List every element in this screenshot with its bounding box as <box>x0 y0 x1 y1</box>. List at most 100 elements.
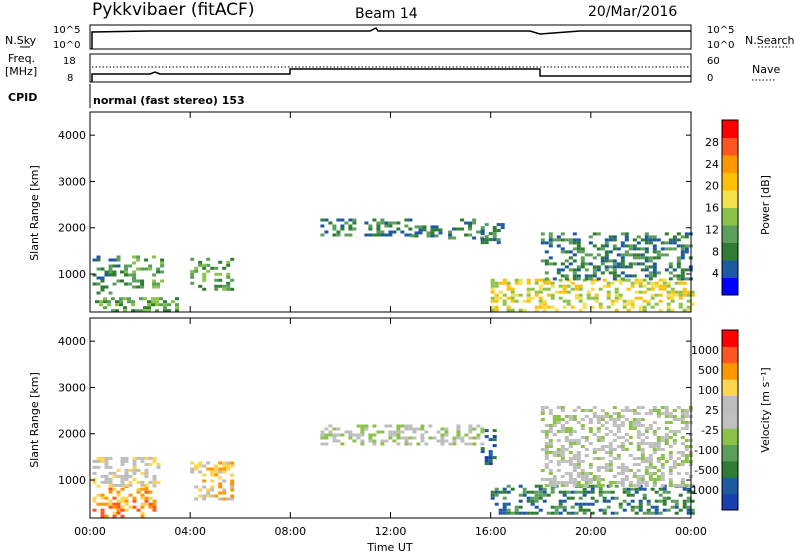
colorbar-swatch <box>722 260 738 278</box>
echo-cell <box>156 270 161 274</box>
echo-cell <box>538 487 543 491</box>
echo-cell <box>616 436 621 439</box>
echo-cell <box>602 490 607 494</box>
echo-cell <box>120 480 125 484</box>
echo-cell <box>682 293 687 297</box>
echo-cell <box>564 430 569 433</box>
echo-cell <box>650 487 655 491</box>
echo-cell <box>136 267 141 271</box>
echo-cell <box>652 481 657 484</box>
echo-cell <box>472 442 477 446</box>
echo-cell <box>582 305 587 309</box>
echo-cell <box>660 466 665 469</box>
echo-cell <box>604 238 609 242</box>
echo-cell <box>660 463 665 466</box>
echo-cell <box>684 457 689 460</box>
echo-cell <box>646 302 651 306</box>
echo-cell <box>408 424 413 428</box>
echo-cell <box>684 424 689 427</box>
echo-cell <box>600 262 605 266</box>
echo-cell <box>222 470 227 474</box>
echo-cell <box>440 439 445 443</box>
time-x-axis: 00:00 04:00 08:00 12:00 16:00 20:00 00:00 <box>74 112 707 538</box>
echo-cell <box>230 257 235 261</box>
echo-cell <box>632 238 637 242</box>
colorbar-tick-label: -25 <box>701 424 719 437</box>
echo-cell <box>612 406 617 409</box>
echo-cell <box>648 235 653 239</box>
echo-cell <box>650 505 655 509</box>
echo-cell <box>564 238 569 242</box>
echo-cell <box>538 484 543 488</box>
echo-cell <box>124 456 129 460</box>
echo-cell <box>418 231 423 235</box>
echo-cell <box>612 271 617 275</box>
echo-cell <box>190 470 195 474</box>
echo-cell <box>656 436 661 439</box>
echo-cell <box>368 224 373 228</box>
echo-cell <box>630 508 635 512</box>
echo-cell <box>380 218 385 222</box>
echo-cell <box>160 261 165 265</box>
freq-tick-top: 18 <box>63 56 76 67</box>
echo-cell <box>596 418 601 421</box>
echo-cell <box>644 469 649 472</box>
echo-cell <box>668 238 673 242</box>
echo-cell <box>96 276 101 280</box>
echo-cell <box>644 247 649 251</box>
echo-cell <box>218 461 223 465</box>
colorbar-swatch <box>722 242 738 261</box>
echo-cell <box>444 439 449 443</box>
echo-cell <box>226 272 231 276</box>
echo-cell <box>620 448 625 451</box>
echo-cell <box>568 262 573 266</box>
echo-cell <box>480 442 485 446</box>
echo-cell <box>628 469 633 472</box>
echo-cell <box>480 238 485 242</box>
echo-cell <box>634 281 639 285</box>
echo-cell <box>190 467 195 471</box>
echo-cell <box>616 418 621 421</box>
echo-cell <box>588 421 593 424</box>
echo-cell <box>480 447 485 451</box>
echo-cell <box>566 511 571 515</box>
echo-cell <box>554 505 559 509</box>
echo-cell <box>576 274 581 278</box>
echo-cell <box>210 473 215 477</box>
echo-cell <box>132 456 137 460</box>
echo-cell <box>99 300 103 304</box>
echo-cell <box>602 496 607 500</box>
echo-cell <box>426 231 431 235</box>
echo-cell <box>584 475 589 478</box>
echo-cell <box>514 508 519 512</box>
echo-cell <box>612 268 617 272</box>
echo-cell <box>576 484 581 487</box>
echo-cell <box>464 221 469 225</box>
echo-cell <box>650 511 655 515</box>
echo-cell <box>648 277 653 281</box>
echo-cell <box>540 406 545 409</box>
echo-cell <box>218 491 223 495</box>
echo-cell <box>598 490 603 494</box>
echo-cell <box>632 247 637 251</box>
echo-cell <box>628 424 633 427</box>
echo-cell <box>652 445 657 448</box>
echo-cell <box>590 490 595 494</box>
echo-cell <box>548 241 553 245</box>
echo-cell <box>136 285 141 289</box>
echo-cell <box>636 406 641 409</box>
echo-cell <box>136 456 141 460</box>
echo-cell <box>680 247 685 251</box>
echo-cell <box>576 460 581 463</box>
echo-cell <box>576 439 581 442</box>
echo-cell <box>622 299 627 303</box>
echo-cell <box>664 421 669 424</box>
echo-cell <box>672 439 677 442</box>
echo-cell <box>534 293 539 297</box>
echo-cell <box>344 233 349 237</box>
echo-cell <box>167 303 171 307</box>
echo-cell <box>594 499 599 503</box>
x-tick-label: 20:00 <box>575 525 607 538</box>
echo-cell <box>556 244 561 248</box>
